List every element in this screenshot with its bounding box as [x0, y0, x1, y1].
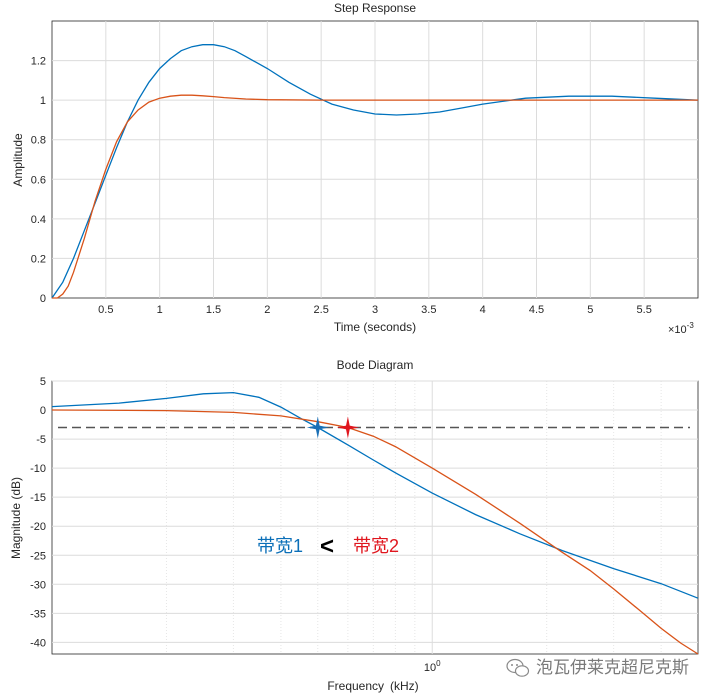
- bode-y-tick-label: -5: [36, 434, 46, 446]
- bandwidth-marker-1: [306, 416, 329, 439]
- step-y-tick-label: 0.4: [31, 214, 46, 226]
- bode-y-label: Magnitude (dB): [9, 477, 23, 559]
- bode-series-line-2: [51, 409, 699, 655]
- step-y-tick-label: 1: [40, 95, 46, 107]
- step-x-tick-label: 2.5: [314, 304, 329, 316]
- step-x-tick-label: 3: [372, 304, 378, 316]
- step-y-tick-label: 0.6: [31, 174, 46, 186]
- bode-x-tick-label: 100: [424, 659, 441, 674]
- bode-y-tick-label: -15: [30, 492, 46, 504]
- step-x-label: Time (seconds): [334, 320, 416, 334]
- step-y-tick-label: 0.8: [31, 135, 46, 147]
- step-series-line-1: [51, 44, 699, 299]
- step-y-label: Amplitude: [11, 133, 25, 187]
- step-x-tick-label: 2: [264, 304, 270, 316]
- bode-y-tick-label: -25: [30, 550, 46, 562]
- less-than-symbol: <: [320, 533, 334, 560]
- step-y-tick-label: 0.2: [31, 253, 46, 265]
- watermark: 泡瓦伊莱克超尼克斯: [506, 658, 689, 677]
- bode-y-tick-label: -20: [30, 521, 46, 533]
- step-x-exponent: ×10-3: [668, 321, 694, 336]
- step-series-line-2: [52, 94, 698, 299]
- bode-y-tick-label: -10: [30, 463, 46, 475]
- bode-x-label: Frequency (kHz): [327, 679, 418, 693]
- watermark-text: 泡瓦伊莱克超尼克斯: [536, 658, 689, 677]
- step-y-tick-label: 0: [40, 293, 46, 305]
- bode-series: [51, 391, 699, 655]
- bode-title: Bode Diagram: [337, 358, 414, 372]
- bode-series-line-1: [51, 391, 699, 599]
- bode-y-tick-label: 0: [40, 405, 46, 417]
- bode-y-ticks: 5 0 -5 -10 -15 -20 -25 -30 -35 -40: [30, 376, 46, 649]
- step-y-ticks: 0 0.2 0.4 0.6 0.8 1 1.2: [31, 56, 46, 305]
- step-x-tick-label: 1.5: [206, 304, 221, 316]
- bandwidth-markers: [306, 416, 359, 439]
- step-grid: [52, 21, 698, 298]
- bode-plot-area: [51, 380, 699, 655]
- step-x-tick-label: 4.5: [529, 304, 544, 316]
- step-x-tick-label: 3.5: [421, 304, 436, 316]
- bode-y-tick-label: -35: [30, 608, 46, 620]
- step-series: [51, 44, 699, 299]
- bandwidth-marker-2: [336, 416, 359, 439]
- step-x-ticks: 0.5 1 1.5 2 2.5 3 3.5 4 4.5 5 5.5: [98, 304, 652, 316]
- wechat-icon: [506, 658, 530, 677]
- step-x-tick-label: 5: [587, 304, 593, 316]
- step-x-tick-label: 1: [157, 304, 163, 316]
- step-y-tick-label: 1.2: [31, 56, 46, 68]
- bode-y-tick-label: -30: [30, 579, 46, 591]
- step-title: Step Response: [334, 1, 416, 15]
- step-x-tick-label: 4: [480, 304, 486, 316]
- bode-diagram-chart: 5 0 -5 -10 -15 -20 -25 -30 -35 -40 100 Bode Diagr…: [9, 358, 699, 693]
- bode-y-tick-label: 5: [40, 376, 46, 388]
- bode-y-tick-label: -40: [30, 637, 46, 649]
- step-response-chart: 0.5 1 1.5 2 2.5 3 3.5 4 4.5 5 5.5 0 0.2 0.4 0.6 0.8 1 1.…: [11, 1, 699, 336]
- bandwidth-2-label: 带宽2: [353, 536, 399, 556]
- step-x-tick-label: 5.5: [637, 304, 652, 316]
- step-x-tick-label: 0.5: [98, 304, 113, 316]
- bandwidth-1-label: 带宽1: [257, 536, 303, 556]
